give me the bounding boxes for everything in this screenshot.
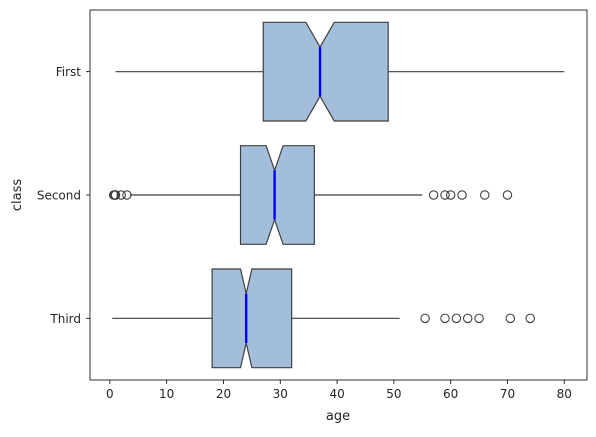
x-tick-label: 60 bbox=[443, 387, 458, 401]
outlier-point bbox=[440, 313, 450, 324]
outlier-point bbox=[474, 313, 484, 324]
outlier-point bbox=[525, 313, 535, 324]
x-tick-label: 50 bbox=[386, 387, 401, 401]
y-tick-label: First bbox=[56, 65, 82, 79]
y-tick-label: Second bbox=[37, 189, 81, 203]
outlier-point bbox=[451, 313, 462, 324]
x-tick-label: 0 bbox=[106, 387, 114, 401]
outlier-point bbox=[440, 190, 450, 200]
outlier-point bbox=[462, 313, 473, 324]
outlier-point bbox=[480, 190, 490, 200]
y-axis: First Second Third bbox=[37, 65, 90, 326]
outlier-point bbox=[505, 313, 516, 324]
box-group-second bbox=[108, 145, 513, 245]
x-tick-label: 10 bbox=[159, 387, 174, 401]
notched-box bbox=[211, 268, 293, 369]
outlier-point bbox=[428, 190, 439, 200]
x-tick-label: 80 bbox=[557, 387, 572, 401]
x-tick-label: 70 bbox=[500, 387, 515, 401]
box-group-first bbox=[115, 21, 565, 122]
outlier-point bbox=[457, 190, 467, 200]
outlier-point bbox=[116, 190, 126, 200]
x-tick-label: 30 bbox=[273, 387, 288, 401]
outlier-point bbox=[122, 190, 132, 200]
outlier-point bbox=[110, 190, 121, 200]
box-group-third bbox=[112, 268, 535, 369]
outlier-point bbox=[420, 313, 430, 324]
y-axis-label: class bbox=[10, 179, 25, 211]
boxes-layer bbox=[108, 21, 565, 369]
notched-box bbox=[239, 145, 315, 245]
x-axis: 0 10 20 30 40 50 60 70 80 bbox=[106, 380, 572, 401]
outlier-point bbox=[445, 190, 456, 200]
outlier-point bbox=[502, 190, 513, 200]
x-tick-label: 40 bbox=[329, 387, 344, 401]
notched-box bbox=[262, 21, 389, 122]
x-axis-label: age bbox=[326, 409, 350, 424]
x-tick-label: 20 bbox=[216, 387, 231, 401]
y-tick-label: Third bbox=[49, 312, 81, 326]
